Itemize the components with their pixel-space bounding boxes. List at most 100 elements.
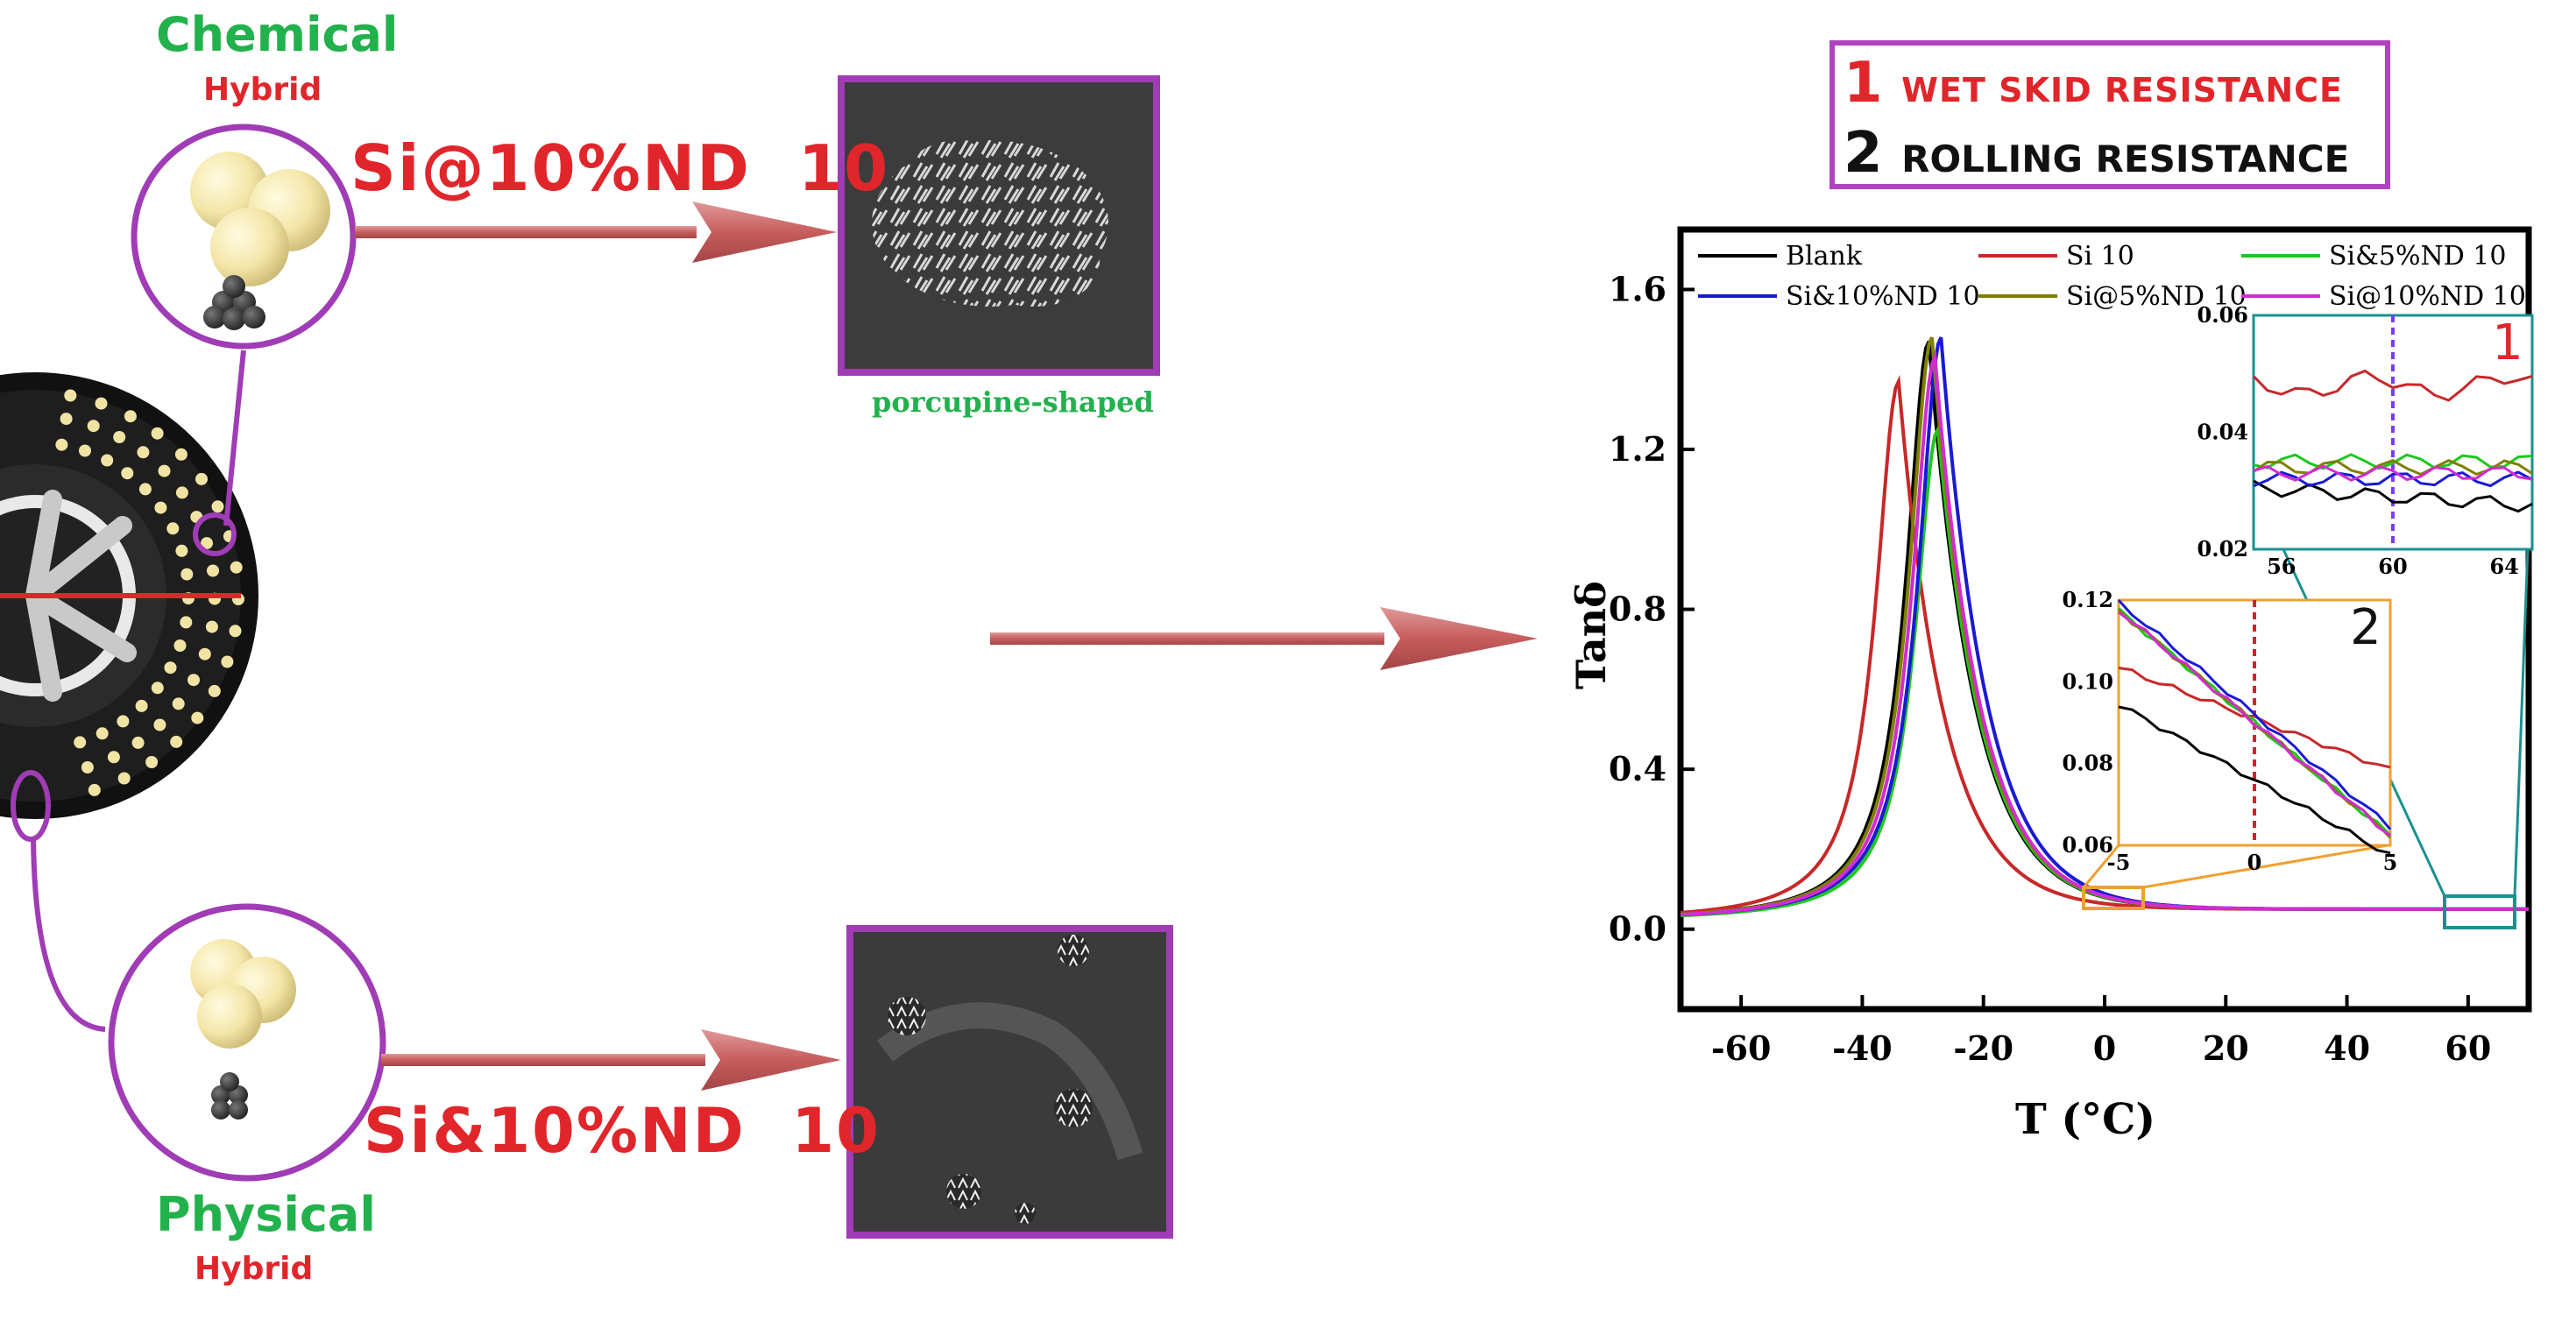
silica-dot xyxy=(87,420,100,433)
silica-dot xyxy=(208,684,221,697)
silica-dot xyxy=(135,699,148,712)
inset-2-line xyxy=(2118,705,2391,855)
inset-1-line xyxy=(2253,479,2533,513)
inset-y-tick-label: 0.06 xyxy=(2197,302,2248,328)
x-tick-label: 60 xyxy=(2445,1028,2491,1068)
inset-y-tick-label: 0.10 xyxy=(2063,668,2113,694)
silica-dot xyxy=(188,674,200,687)
silica-dot xyxy=(95,397,108,410)
silica-dot xyxy=(164,661,177,675)
legend-label: Si&5%ND 10 xyxy=(2329,241,2506,272)
phys-connector xyxy=(31,836,106,1032)
silica-dot xyxy=(117,715,130,728)
inset-x-tick-label: 5 xyxy=(2383,850,2398,875)
legend-label: Si@10%ND 10 xyxy=(2329,281,2526,312)
silica-dot xyxy=(64,389,77,402)
physical-hybrid-particle xyxy=(108,903,386,1182)
y-tick-label: 0.0 xyxy=(1609,909,1667,949)
legend-label: Si&10%ND 10 xyxy=(1786,281,1980,312)
silica-dot xyxy=(172,697,185,710)
inset-1-line xyxy=(2252,369,2533,402)
inset-2-line xyxy=(2117,598,2392,830)
silica-dot xyxy=(124,410,137,423)
silica-dot xyxy=(191,711,204,724)
sem-image-chemical xyxy=(838,75,1160,376)
x-tick-label: -40 xyxy=(1832,1028,1893,1068)
inset-y-tick-label: 0.02 xyxy=(2197,536,2248,562)
x-axis-label: T (°C) xyxy=(2015,1095,2156,1144)
inset-number: 2 xyxy=(2350,599,2381,656)
silica-dot xyxy=(229,625,242,638)
silica-dot xyxy=(154,501,167,514)
callout-text-1: WET SKID RESISTANCE xyxy=(1901,71,2343,109)
chemical-label: Chemical xyxy=(156,7,399,62)
inset-y-tick-label: 0.12 xyxy=(2063,587,2113,612)
physical-label: Physical xyxy=(156,1187,376,1242)
inset-x-tick-label: 0 xyxy=(2247,850,2262,875)
silica-dot xyxy=(74,736,87,749)
inset-2-line xyxy=(2118,611,2391,837)
silica-dot xyxy=(101,454,114,467)
inset-x-tick-label: 64 xyxy=(2489,554,2518,579)
silica-dot xyxy=(137,446,150,459)
inset-y-tick-label: 0.04 xyxy=(2197,420,2248,445)
silica-dot xyxy=(60,413,73,426)
inset-y-tick-label: 0.08 xyxy=(2063,751,2113,776)
chem-connector xyxy=(223,350,246,526)
inset-x-tick-label: 60 xyxy=(2378,554,2407,579)
tan-delta-chart: 0.00.40.81.21.6 -60 -40 -20 0 20 40 60 Blank Si… xyxy=(1609,226,2534,1068)
silica-dot xyxy=(230,561,243,574)
inset-1-line xyxy=(2253,453,2533,470)
inset-2: 0.06 0.08 0.10 0.12 -5 0 5 2 xyxy=(2063,587,2398,875)
silica-dot xyxy=(180,568,194,581)
chemical-hybrid-particle xyxy=(131,124,357,350)
x-tick-label: 20 xyxy=(2203,1028,2249,1068)
arrow-physical xyxy=(381,1029,841,1091)
x-tick-label: -20 xyxy=(1953,1028,2013,1068)
y-tick-label: 0.8 xyxy=(1609,590,1667,629)
inset-y-tick-label: 0.06 xyxy=(2063,832,2113,858)
silica-dot xyxy=(205,620,218,633)
silica-dot xyxy=(207,564,219,577)
y-tick-label: 1.2 xyxy=(1609,429,1667,469)
sem-caption: porcupine-shaped xyxy=(872,385,1154,419)
chemical-sample-label: Si@10%ND 10 xyxy=(350,131,890,205)
silica-dot xyxy=(211,500,224,513)
silica-dot xyxy=(166,522,180,535)
silica-dot xyxy=(145,756,159,768)
inset-1-line xyxy=(2253,470,2533,488)
callout-row-1: 1 WET SKID RESISTANCE xyxy=(1844,51,2343,116)
silica-dot xyxy=(153,718,166,731)
x-tick-label: -60 xyxy=(1711,1028,1772,1068)
y-tick-label: 1.6 xyxy=(1609,269,1667,308)
silica-dot xyxy=(173,639,187,652)
physical-sub-label: Hybrid xyxy=(195,1251,314,1287)
inset-1: 0.02 0.04 0.06 56 60 64 1 xyxy=(2197,302,2534,579)
silica-dot xyxy=(174,448,188,461)
inset-number: 1 xyxy=(2492,314,2523,371)
x-tick-label: 40 xyxy=(2324,1028,2370,1068)
silica-dot xyxy=(55,438,68,451)
silica-dot xyxy=(175,486,188,499)
silica-dot xyxy=(79,444,91,457)
callout-row-2: 2 ROLLING RESISTANCE xyxy=(1844,121,2349,186)
silica-dot xyxy=(117,772,131,785)
sem-image-physical xyxy=(846,925,1173,1239)
silica-dot xyxy=(201,537,213,550)
silica-dot xyxy=(170,735,183,748)
silica-dot xyxy=(113,431,126,443)
silica-dot xyxy=(121,467,134,480)
inset-x-tick-label: -5 xyxy=(2107,850,2131,875)
chemical-sub-label: Hybrid xyxy=(203,72,322,108)
x-tick-label: 0 xyxy=(2093,1028,2116,1068)
tire xyxy=(0,372,258,842)
arrow-to-chart xyxy=(990,607,1538,670)
silica-dot xyxy=(151,427,164,440)
zoom-box-1 xyxy=(2443,894,2516,929)
legend-label: Blank xyxy=(1786,241,1863,272)
callout-number-2: 2 xyxy=(1844,121,1883,186)
zoom-box-2 xyxy=(2082,886,2145,910)
inset-2-line xyxy=(2118,667,2391,769)
y-tick-label: 0.4 xyxy=(1609,749,1667,788)
